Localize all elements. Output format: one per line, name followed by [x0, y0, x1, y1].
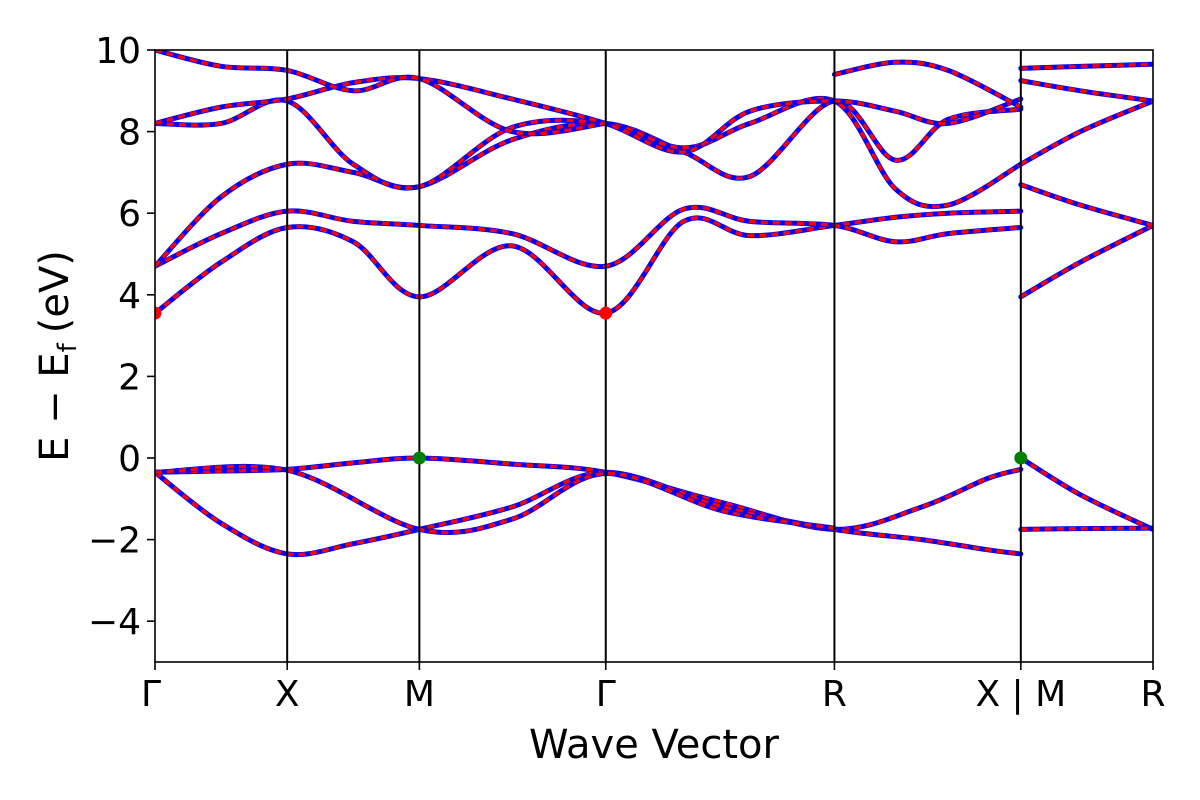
- marker-cbm-gamma-mid: [599, 306, 613, 320]
- x-tick-label-0: Γ: [141, 674, 161, 715]
- y-tick-label-4: 4: [118, 276, 141, 317]
- band-c4-red: [155, 96, 1022, 209]
- y-tick-label-2: 0: [118, 439, 141, 480]
- band-cr5-red: [1020, 62, 1153, 71]
- y-tick-label-7: 10: [95, 31, 141, 72]
- y-tick-label-3: 2: [118, 357, 141, 398]
- y-axis-title-unit: (eV): [32, 250, 78, 333]
- band-vr1-blue: [1018, 455, 1153, 532]
- marker-cbm-gamma-start: [155, 306, 162, 320]
- y-axis-title: E − Ef (eV): [32, 250, 83, 462]
- band-v3-red: [155, 464, 835, 535]
- y-tick-label-0: −4: [88, 602, 141, 643]
- band-c5-blue: [155, 75, 1024, 155]
- band-cr1-blue: [1018, 222, 1153, 300]
- bands-layer: [155, 50, 1153, 558]
- band-c6-red: [155, 50, 606, 136]
- band-cr3-red: [1019, 99, 1153, 166]
- x-tick-label-5: X | M: [975, 674, 1066, 715]
- x-tick-label-6: R: [1140, 674, 1165, 715]
- y-axis-title-main: E − E: [32, 352, 78, 462]
- band-v2-red: [155, 470, 1022, 557]
- band-c5-red: [155, 75, 1022, 154]
- band-cr2-blue: [1018, 182, 1153, 228]
- band-c1-red: [155, 209, 1021, 315]
- y-tick-label-6: 8: [118, 113, 141, 154]
- marker-vbm-m: [412, 451, 426, 465]
- band-cr1-red: [1019, 223, 1153, 299]
- x-tick-label-4: R: [822, 674, 847, 715]
- x-tick-label-2: M: [404, 674, 435, 715]
- x-axis-title: Wave Vector: [529, 722, 780, 768]
- band-vr2-red: [1020, 526, 1153, 532]
- y-axis-ticks: −4 −2 0 2 4 6 8 10: [88, 31, 155, 643]
- x-tick-label-3: Γ: [596, 674, 616, 715]
- y-axis-title-subscript: f: [53, 342, 83, 352]
- x-axis-ticks: Γ X M Γ R X | M R: [141, 662, 1166, 715]
- y-tick-label-1: −2: [88, 521, 141, 562]
- x-tick-label-1: X: [275, 674, 300, 715]
- band-v2-blue: [155, 469, 1024, 558]
- band-c7-red: [834, 60, 1022, 109]
- band-cr2-red: [1020, 182, 1153, 228]
- extrema-markers: [155, 306, 1028, 465]
- band-vr1-red: [1019, 456, 1153, 531]
- band-c4-blue: [155, 95, 1024, 210]
- band-cr4-red: [1020, 78, 1153, 103]
- marker-vbm-x-m: [1014, 451, 1028, 465]
- plot-frame: [154, 49, 1154, 663]
- kpoint-lines: [286, 50, 1022, 662]
- y-tick-label-5: 6: [118, 194, 141, 235]
